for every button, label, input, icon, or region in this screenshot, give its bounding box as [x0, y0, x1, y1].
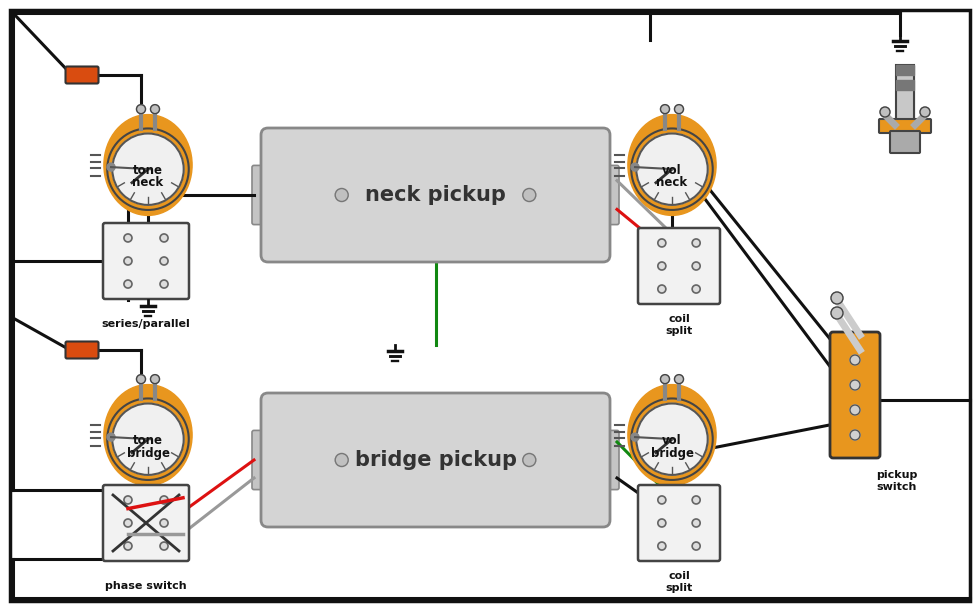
- Circle shape: [831, 307, 843, 319]
- Circle shape: [335, 189, 348, 202]
- Text: coil
split: coil split: [665, 571, 693, 593]
- Text: vol: vol: [662, 164, 682, 177]
- Circle shape: [850, 405, 860, 415]
- Text: bridge pickup: bridge pickup: [355, 450, 516, 470]
- Circle shape: [522, 453, 536, 467]
- Circle shape: [123, 257, 132, 265]
- Circle shape: [692, 496, 700, 504]
- Circle shape: [136, 104, 145, 114]
- Circle shape: [160, 234, 168, 242]
- Circle shape: [661, 104, 669, 114]
- Circle shape: [658, 239, 665, 247]
- Text: tone: tone: [133, 164, 163, 177]
- FancyBboxPatch shape: [66, 67, 99, 84]
- Text: phase switch: phase switch: [105, 581, 187, 591]
- Text: neck: neck: [657, 177, 688, 189]
- FancyBboxPatch shape: [638, 228, 720, 304]
- Circle shape: [631, 433, 639, 441]
- Text: series/parallel: series/parallel: [102, 319, 190, 329]
- Circle shape: [850, 430, 860, 440]
- FancyBboxPatch shape: [600, 430, 619, 489]
- Circle shape: [692, 542, 700, 550]
- Circle shape: [831, 292, 843, 304]
- Text: bridge: bridge: [126, 447, 170, 459]
- Circle shape: [160, 280, 168, 288]
- FancyBboxPatch shape: [261, 128, 610, 262]
- Ellipse shape: [104, 115, 192, 216]
- Circle shape: [136, 375, 145, 384]
- Circle shape: [107, 433, 115, 441]
- FancyBboxPatch shape: [103, 223, 189, 299]
- Text: vol: vol: [662, 433, 682, 447]
- Circle shape: [658, 262, 665, 270]
- Circle shape: [160, 496, 168, 504]
- Ellipse shape: [628, 115, 716, 216]
- Circle shape: [160, 542, 168, 550]
- Circle shape: [160, 519, 168, 527]
- Circle shape: [850, 380, 860, 390]
- Ellipse shape: [628, 384, 716, 485]
- Circle shape: [692, 285, 700, 293]
- Circle shape: [123, 519, 132, 527]
- Circle shape: [631, 163, 639, 171]
- Bar: [896, 65, 914, 75]
- Circle shape: [692, 519, 700, 527]
- FancyBboxPatch shape: [103, 485, 189, 561]
- FancyBboxPatch shape: [638, 485, 720, 561]
- Circle shape: [674, 375, 683, 384]
- Text: coil
split: coil split: [665, 314, 693, 335]
- Circle shape: [636, 133, 708, 205]
- Circle shape: [880, 107, 890, 117]
- Circle shape: [636, 403, 708, 475]
- Circle shape: [692, 262, 700, 270]
- Bar: [896, 65, 914, 120]
- FancyBboxPatch shape: [890, 131, 920, 153]
- Circle shape: [674, 104, 683, 114]
- Circle shape: [850, 355, 860, 365]
- FancyBboxPatch shape: [252, 166, 271, 225]
- Circle shape: [920, 107, 930, 117]
- Bar: [896, 65, 914, 120]
- Circle shape: [113, 133, 183, 205]
- FancyBboxPatch shape: [252, 430, 271, 489]
- FancyBboxPatch shape: [600, 166, 619, 225]
- Circle shape: [335, 453, 348, 467]
- Circle shape: [658, 542, 665, 550]
- Circle shape: [123, 280, 132, 288]
- Text: bridge: bridge: [651, 447, 694, 459]
- Circle shape: [123, 496, 132, 504]
- Circle shape: [658, 519, 665, 527]
- Circle shape: [123, 542, 132, 550]
- Circle shape: [658, 496, 665, 504]
- Circle shape: [113, 403, 183, 475]
- FancyBboxPatch shape: [66, 342, 99, 359]
- Circle shape: [151, 104, 160, 114]
- Bar: [896, 80, 914, 90]
- FancyBboxPatch shape: [879, 119, 931, 133]
- Circle shape: [123, 234, 132, 242]
- Text: tone: tone: [133, 433, 163, 447]
- FancyBboxPatch shape: [830, 332, 880, 458]
- Ellipse shape: [104, 384, 192, 485]
- Circle shape: [522, 189, 536, 202]
- Circle shape: [151, 375, 160, 384]
- Circle shape: [661, 375, 669, 384]
- Circle shape: [107, 163, 115, 171]
- Circle shape: [658, 285, 665, 293]
- Text: pickup
switch: pickup switch: [876, 470, 917, 492]
- Circle shape: [692, 239, 700, 247]
- Text: neck: neck: [132, 177, 164, 189]
- FancyBboxPatch shape: [261, 393, 610, 527]
- Text: neck pickup: neck pickup: [366, 185, 506, 205]
- Circle shape: [160, 257, 168, 265]
